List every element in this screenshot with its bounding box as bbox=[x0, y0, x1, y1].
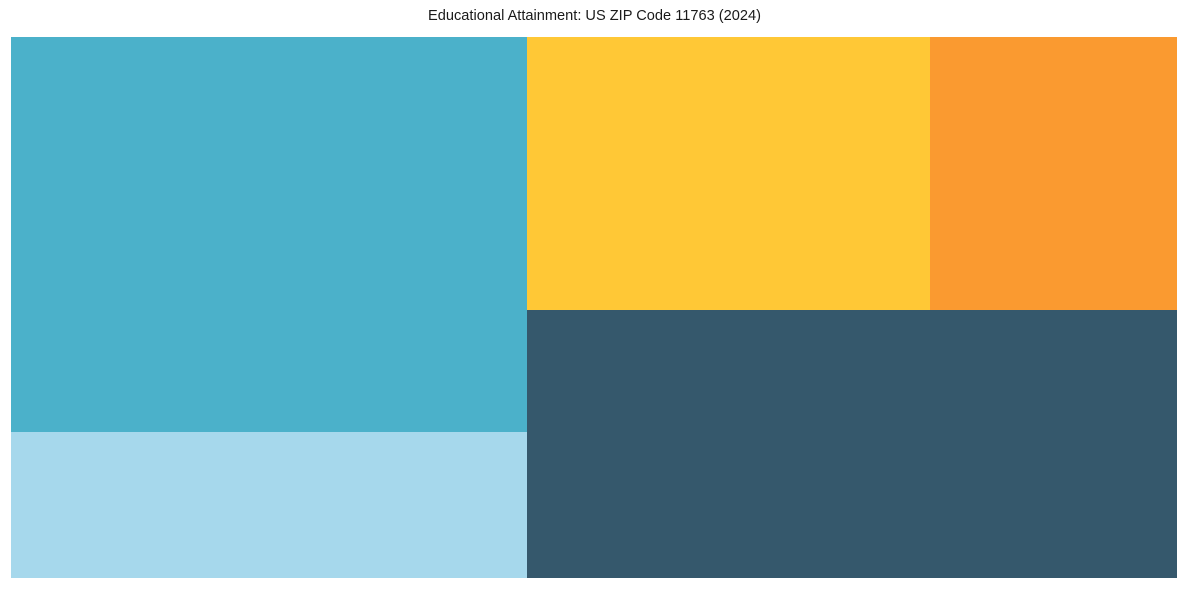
treemap-tile-high-school-graduate[interactable]: High School Graduate or Equivalent bbox=[527, 310, 1177, 578]
treemap-tile-some-college[interactable]: Some College or Associate's Degree bbox=[11, 37, 527, 432]
treemap-tile-graduate-professional-degree[interactable]: Graduate or Professional Degree bbox=[930, 37, 1177, 310]
chart-title: Educational Attainment: US ZIP Code 1176… bbox=[428, 8, 761, 24]
treemap-plot-area: Some College or Associate's Degree Less … bbox=[11, 37, 1177, 578]
treemap-tile-less-than-high-school[interactable]: Less than High School Diploma bbox=[11, 432, 527, 578]
treemap-tile-bachelors-degree[interactable]: Bachelor's Degree bbox=[527, 37, 930, 310]
